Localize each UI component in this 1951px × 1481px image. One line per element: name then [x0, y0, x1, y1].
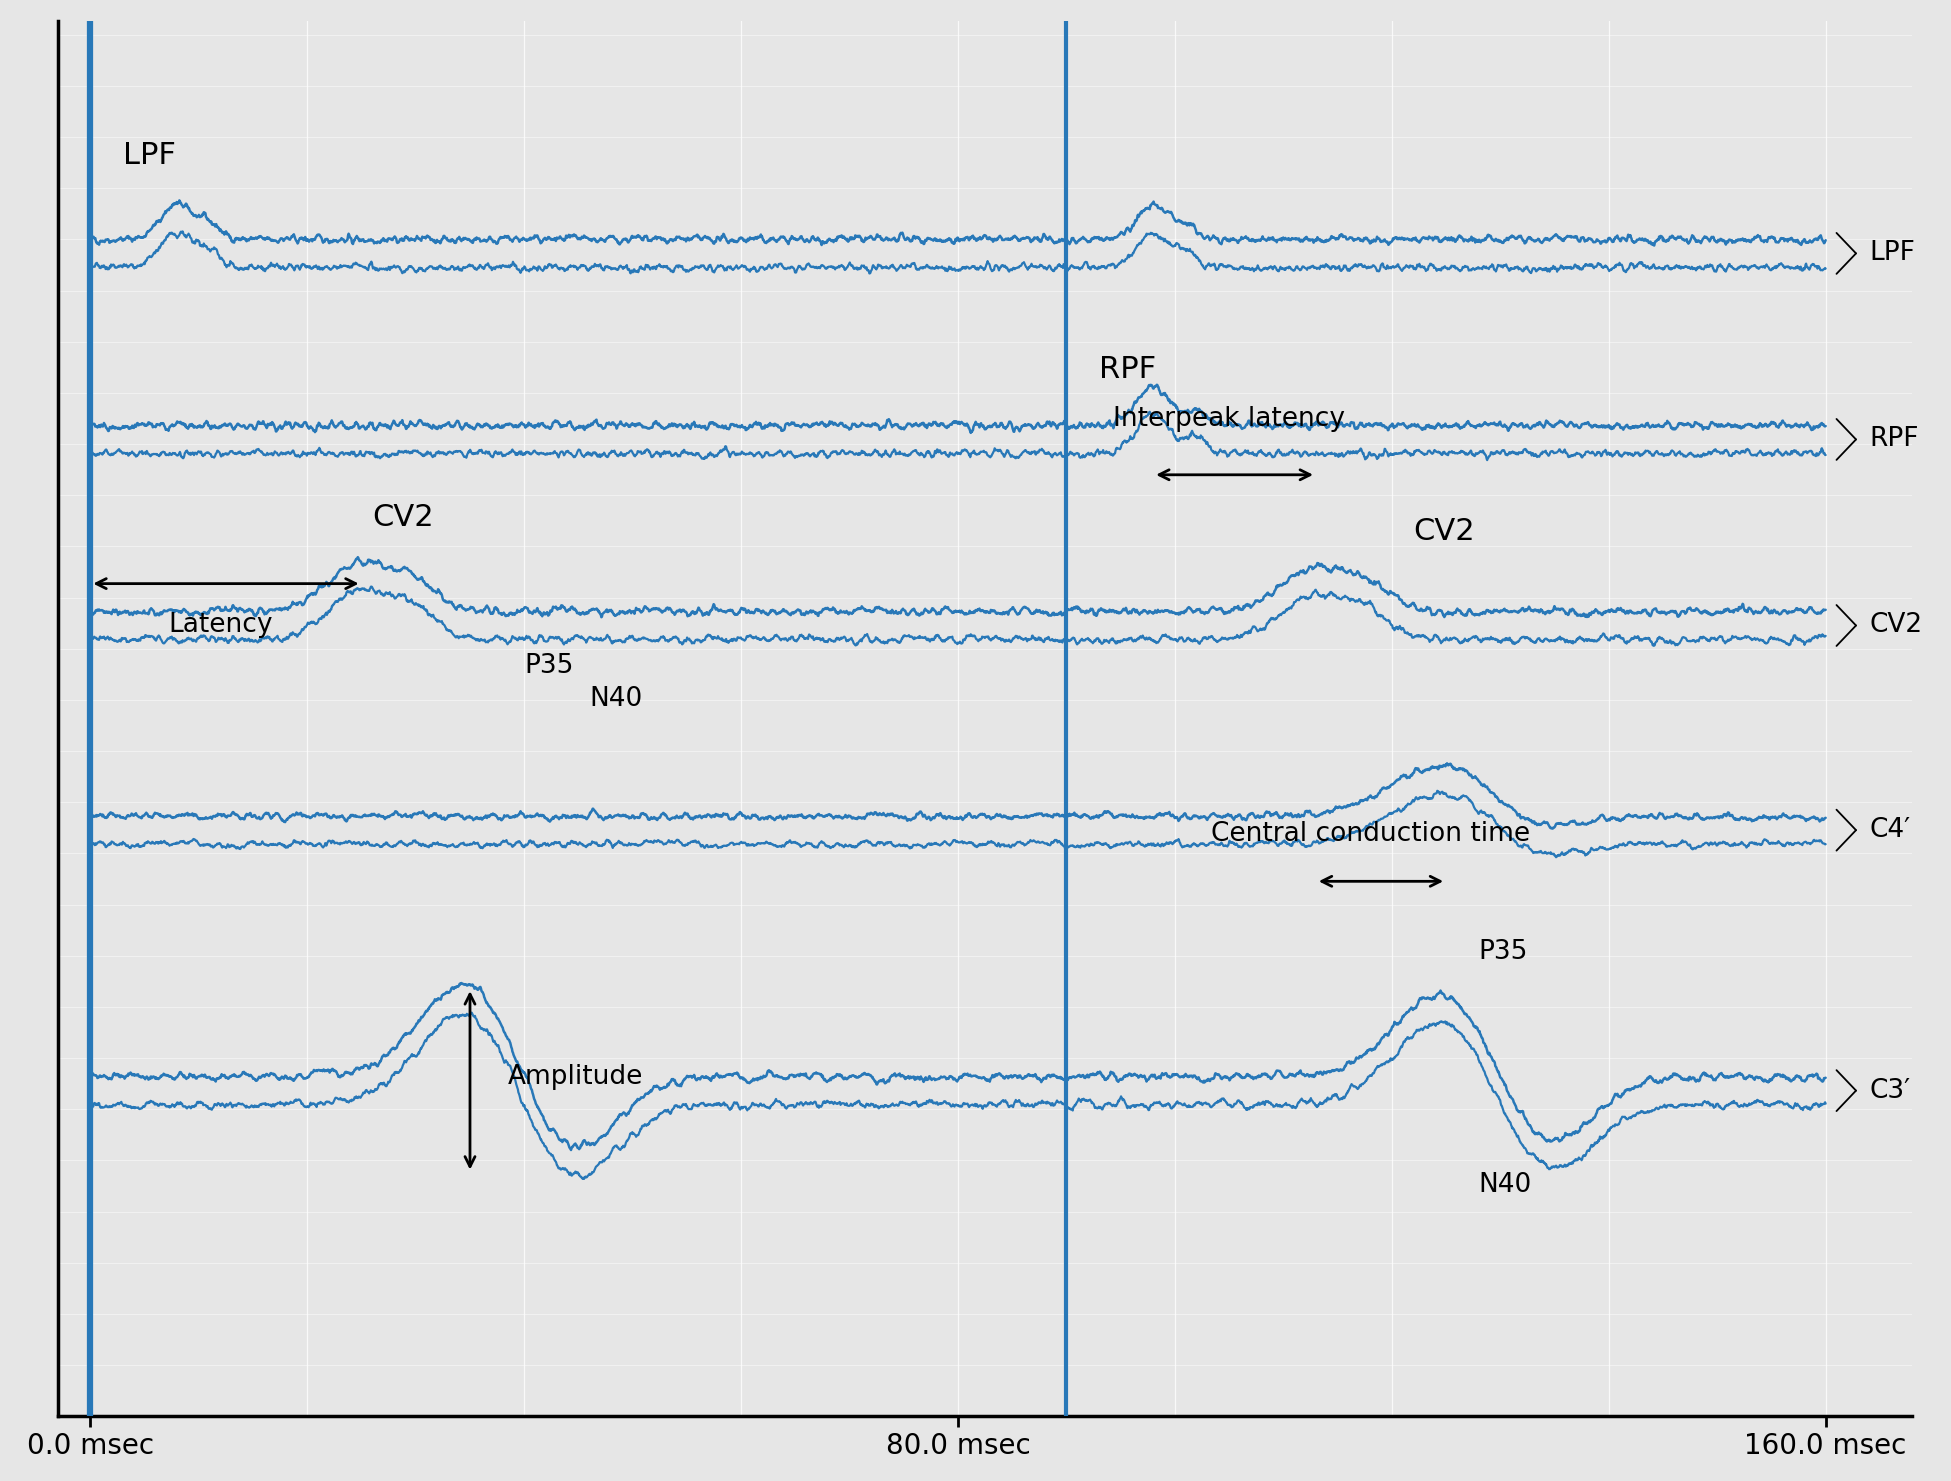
- Text: RPF: RPF: [1869, 427, 1918, 452]
- Text: P35: P35: [525, 653, 574, 680]
- Text: Central conduction time: Central conduction time: [1210, 820, 1530, 847]
- Text: CV2: CV2: [373, 504, 433, 533]
- Text: N40: N40: [589, 686, 642, 712]
- Text: CV2: CV2: [1869, 613, 1922, 638]
- Text: C3′: C3′: [1869, 1078, 1910, 1103]
- Text: P35: P35: [1479, 939, 1528, 966]
- Text: Latency: Latency: [168, 612, 273, 637]
- Text: LPF: LPF: [123, 141, 176, 170]
- Text: LPF: LPF: [1869, 240, 1914, 267]
- Text: CV2: CV2: [1414, 517, 1475, 546]
- Text: RPF: RPF: [1098, 354, 1157, 384]
- Text: C4′: C4′: [1869, 818, 1910, 843]
- Text: N40: N40: [1479, 1171, 1532, 1198]
- Text: Amplitude: Amplitude: [507, 1063, 644, 1090]
- Text: Interpeak latency: Interpeak latency: [1114, 406, 1344, 432]
